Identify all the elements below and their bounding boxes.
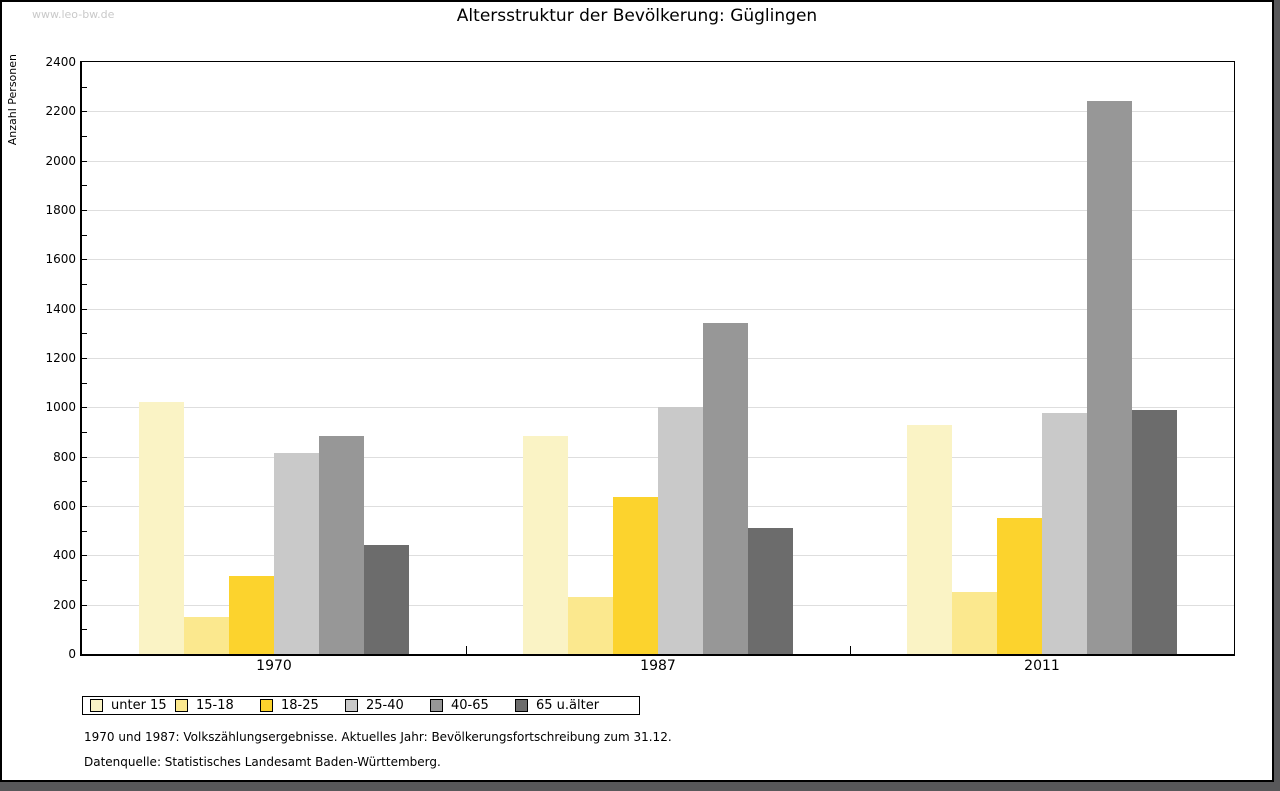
bar-1987-65-u-lter — [748, 528, 793, 654]
legend-label-65-u-aelter: 65 u.älter — [536, 698, 600, 713]
legend-label-18-25: 18-25 — [281, 698, 319, 713]
watermark: www.leo-bw.de — [32, 8, 115, 21]
legend-label-unter-15: unter 15 — [111, 698, 167, 713]
y-axis-tick — [82, 185, 87, 186]
y-axis-title: Anzahl Personen — [6, 54, 19, 146]
legend-swatch-unter-15 — [90, 699, 103, 712]
gridline — [82, 309, 1234, 310]
y-tick-label: 1800 — [45, 203, 76, 217]
y-axis-tick — [82, 580, 87, 581]
bar-1987-25-40 — [658, 407, 703, 654]
y-axis-tick — [82, 383, 87, 384]
y-tick-label: 0 — [68, 647, 76, 661]
y-axis-tick — [82, 605, 87, 606]
y-tick-label: 1000 — [45, 400, 76, 414]
x-tick-labels: 1970 1987 2011 — [82, 658, 1234, 676]
bar-1970-40-65 — [319, 436, 364, 654]
bar-1987-15-18 — [568, 597, 613, 654]
bar-2011-18-25 — [997, 518, 1042, 654]
legend-item: 65 u.älter — [515, 698, 599, 713]
y-tick-labels: 0 200 400 600 800 1000 1200 1400 1600 1800 2000 220… — [30, 55, 76, 662]
y-axis-tick — [82, 457, 87, 458]
y-tick-label: 1400 — [45, 302, 76, 316]
legend-swatch-25-40 — [345, 699, 358, 712]
y-tick-label: 400 — [53, 548, 76, 562]
y-tick-label: 1600 — [45, 252, 76, 266]
gridline — [82, 161, 1234, 162]
bar-2011-65-u-lter — [1132, 410, 1177, 654]
bar-1970-65-u-lter — [364, 545, 409, 654]
y-tick-label: 200 — [53, 598, 76, 612]
legend-item: 18-25 — [260, 698, 345, 713]
bar-2011-15-18 — [952, 592, 997, 654]
y-axis-tick — [82, 333, 87, 334]
y-axis-tick — [82, 235, 87, 236]
y-tick-label: 2000 — [45, 154, 76, 168]
y-axis-tick — [82, 111, 87, 112]
bar-1987-18-25 — [613, 497, 658, 654]
y-axis-tick — [82, 432, 87, 433]
y-tick-label: 800 — [53, 450, 76, 464]
legend-item: unter 15 — [90, 698, 175, 713]
legend-label-15-18: 15-18 — [196, 698, 234, 713]
bar-1970-18-25 — [229, 576, 274, 654]
bar-1987-40-65 — [703, 323, 748, 654]
legend-item: 25-40 — [345, 698, 430, 713]
y-axis-tick — [82, 284, 87, 285]
legend-swatch-18-25 — [260, 699, 273, 712]
y-axis-tick — [82, 481, 87, 482]
x-tick-label: 1970 — [256, 658, 292, 674]
y-tick-label: 2200 — [45, 104, 76, 118]
y-axis-tick — [82, 358, 87, 359]
legend-item: 15-18 — [175, 698, 260, 713]
y-axis-tick — [82, 87, 87, 88]
y-tick-label: 2400 — [45, 55, 76, 69]
y-axis-tick — [82, 407, 87, 408]
x-axis-tick — [850, 646, 851, 654]
y-tick-label: 600 — [53, 499, 76, 513]
legend-label-40-65: 40-65 — [451, 698, 489, 713]
y-axis-tick — [82, 506, 87, 507]
y-axis-tick — [82, 259, 87, 260]
bar-2011-25-40 — [1042, 413, 1087, 654]
y-tick-label: 1200 — [45, 351, 76, 365]
x-tick-label: 1987 — [640, 658, 676, 674]
gridline — [82, 210, 1234, 211]
bar-2011-unter-15 — [907, 425, 952, 654]
gridline — [82, 111, 1234, 112]
bar-1970-unter-15 — [139, 402, 184, 654]
gridline — [82, 358, 1234, 359]
bar-1970-25-40 — [274, 453, 319, 654]
plot-area — [80, 61, 1235, 656]
legend-swatch-40-65 — [430, 699, 443, 712]
bar-1970-15-18 — [184, 617, 229, 654]
bar-2011-40-65 — [1087, 101, 1132, 654]
gridline — [82, 259, 1234, 260]
chart-title: Altersstruktur der Bevölkerung: Güglinge… — [456, 6, 818, 26]
y-axis-tick — [82, 161, 87, 162]
y-axis-tick — [82, 136, 87, 137]
y-axis-tick — [82, 555, 87, 556]
footer-source: Datenquelle: Statistisches Landesamt Bad… — [84, 755, 441, 769]
bar-1987-unter-15 — [523, 436, 568, 654]
x-tick-label: 2011 — [1024, 658, 1060, 674]
y-axis-tick — [82, 531, 87, 532]
legend-item: 40-65 — [430, 698, 515, 713]
legend-swatch-15-18 — [175, 699, 188, 712]
legend-label-25-40: 25-40 — [366, 698, 404, 713]
legend: unter 15 15-18 18-25 25-40 40-65 65 u.äl… — [82, 696, 640, 715]
y-axis-tick — [82, 629, 87, 630]
y-axis-tick — [82, 210, 87, 211]
y-axis-tick — [82, 309, 87, 310]
legend-swatch-65-u-aelter — [515, 699, 528, 712]
x-axis-tick — [466, 646, 467, 654]
footer-note: 1970 und 1987: Volkszählungsergebnisse. … — [84, 730, 672, 744]
